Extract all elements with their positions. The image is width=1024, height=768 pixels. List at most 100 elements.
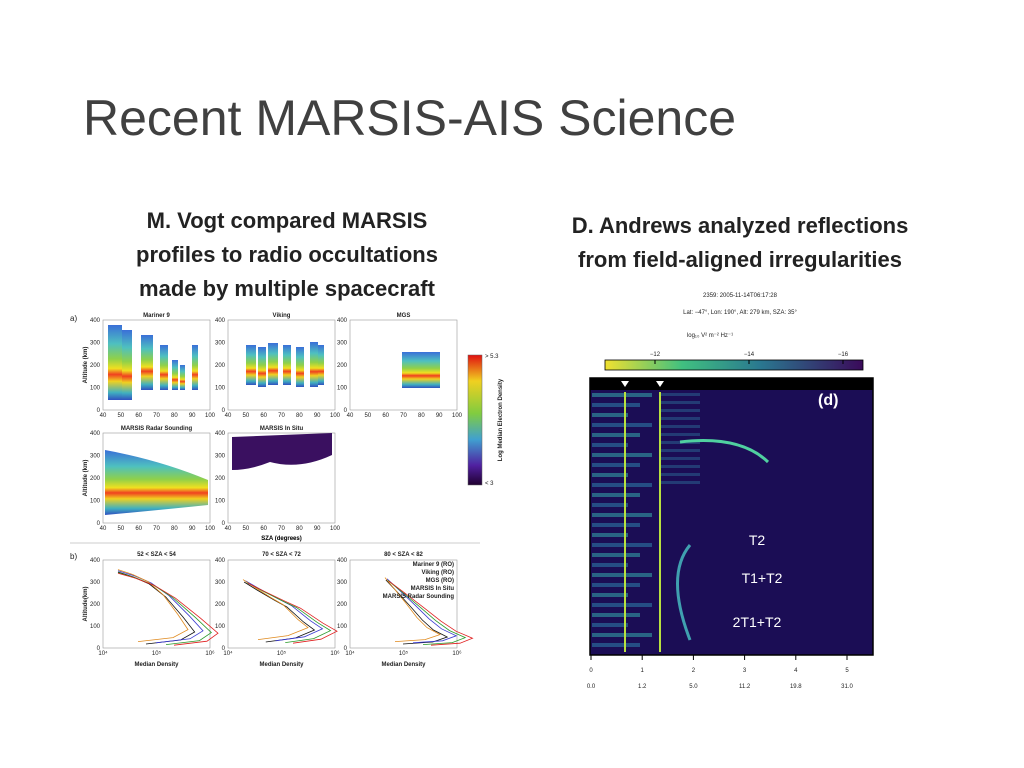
spectrogram-band xyxy=(592,433,640,437)
heatmap-cell xyxy=(402,352,440,388)
label: 100 xyxy=(215,624,226,630)
right-figure: 2359: 2005-11-14T06:17:28 Lat: −47°, Lon:… xyxy=(587,293,874,690)
label: 200 xyxy=(90,363,101,369)
label: 90 xyxy=(314,526,321,532)
axes-frame xyxy=(227,559,336,649)
profile-line xyxy=(386,578,458,644)
spectrogram-band xyxy=(592,473,628,477)
profile-line xyxy=(388,580,474,646)
label: −12 xyxy=(650,352,661,358)
label: Median Density xyxy=(259,662,304,668)
label: 40 xyxy=(347,413,354,419)
label: 80 < SZA < 82 xyxy=(384,552,423,558)
spectrogram-band xyxy=(592,603,652,607)
profile-line xyxy=(243,581,316,643)
label: 10⁴ xyxy=(223,650,233,657)
heatmap-cell xyxy=(141,335,153,390)
label: 80 xyxy=(171,526,178,532)
label: 1 xyxy=(641,668,645,674)
spectrogram-band xyxy=(660,409,700,412)
spectrogram-band xyxy=(592,413,628,417)
label: 100 xyxy=(215,499,226,505)
echo-trace xyxy=(676,544,692,641)
echo-trace xyxy=(679,439,770,464)
label: 400 xyxy=(90,431,101,437)
label: 90 xyxy=(189,413,196,419)
label: MGS xyxy=(397,313,411,319)
label: 100 xyxy=(330,413,341,419)
axes-frame xyxy=(227,432,336,524)
label: 11.2 xyxy=(739,684,751,690)
heatmap-cell xyxy=(268,343,278,385)
axes-frame xyxy=(102,319,211,411)
label: 100 xyxy=(90,499,101,505)
spectrogram-band xyxy=(592,423,652,427)
profile-line xyxy=(117,569,189,642)
label: Mariner 9 xyxy=(143,313,170,319)
spectrogram-band xyxy=(660,465,700,468)
caption-line: profiles to radio occultations xyxy=(136,242,438,267)
label: SZA (degrees) xyxy=(261,536,301,542)
label: 400 xyxy=(90,318,101,324)
label: 200 xyxy=(337,363,348,369)
label: −14 xyxy=(744,352,755,358)
label: 200 xyxy=(90,602,101,608)
spectrogram-band xyxy=(660,393,700,396)
spectrogram-band xyxy=(592,533,628,537)
label: 0 xyxy=(344,408,348,414)
label: MGS (RO) xyxy=(426,578,454,584)
heatmap-cell xyxy=(122,330,132,400)
label: 200 xyxy=(215,476,226,482)
label: 300 xyxy=(90,454,101,460)
label: Viking xyxy=(273,313,291,319)
spectrogram-band xyxy=(592,583,640,587)
heatmap-cell xyxy=(192,345,198,390)
label: 90 xyxy=(436,413,443,419)
spectrogram-band xyxy=(660,449,700,452)
label: 0 xyxy=(97,408,101,414)
label: 80 xyxy=(296,413,303,419)
label: MARSIS Radar Sounding xyxy=(383,594,455,600)
spectrogram-band xyxy=(660,401,700,404)
label: 100 xyxy=(205,413,216,419)
heatmap-cell xyxy=(180,365,185,390)
label: 300 xyxy=(90,580,101,586)
label: 4 xyxy=(794,668,798,674)
label: 300 xyxy=(337,341,348,347)
marker xyxy=(621,381,629,387)
label: 100 xyxy=(215,386,226,392)
label: 70 xyxy=(153,413,160,419)
label: 10⁴ xyxy=(98,650,108,657)
label: 200 xyxy=(90,476,101,482)
spectrogram-band xyxy=(660,441,700,444)
label: 2359: 2005-11-14T06:17:28 xyxy=(703,293,778,299)
label: Mariner 9 (RO) xyxy=(413,562,454,568)
label: 100 xyxy=(337,386,348,392)
caption-line: from field-aligned irregularities xyxy=(578,247,902,272)
label: 50 xyxy=(117,413,124,419)
spectrogram-band xyxy=(592,523,640,527)
profile-line xyxy=(247,582,338,644)
caption-line: M. Vogt compared MARSIS xyxy=(147,208,428,233)
label: 90 xyxy=(314,413,321,419)
spectrogram-band xyxy=(592,503,628,507)
spectrogram-band xyxy=(592,573,652,577)
label: 50 xyxy=(242,413,249,419)
heatmap-cell xyxy=(283,345,291,385)
spectrogram-band xyxy=(592,563,628,567)
spectrogram-band xyxy=(592,483,652,487)
heatmap-region xyxy=(232,433,332,470)
label: 1.2 xyxy=(638,684,647,690)
label: 300 xyxy=(90,341,101,347)
label: Altitude(km) xyxy=(83,587,89,622)
label: 10⁵ xyxy=(399,650,409,657)
label: 0 xyxy=(222,646,226,652)
label: 50 xyxy=(364,413,371,419)
label: 3 xyxy=(743,668,747,674)
echo-label: 2T1+T2 xyxy=(733,614,782,630)
spectrogram-band xyxy=(660,425,700,428)
label: 50 xyxy=(242,526,249,532)
label: 40 xyxy=(100,413,107,419)
label: MARSIS Radar Sounding xyxy=(121,426,193,432)
